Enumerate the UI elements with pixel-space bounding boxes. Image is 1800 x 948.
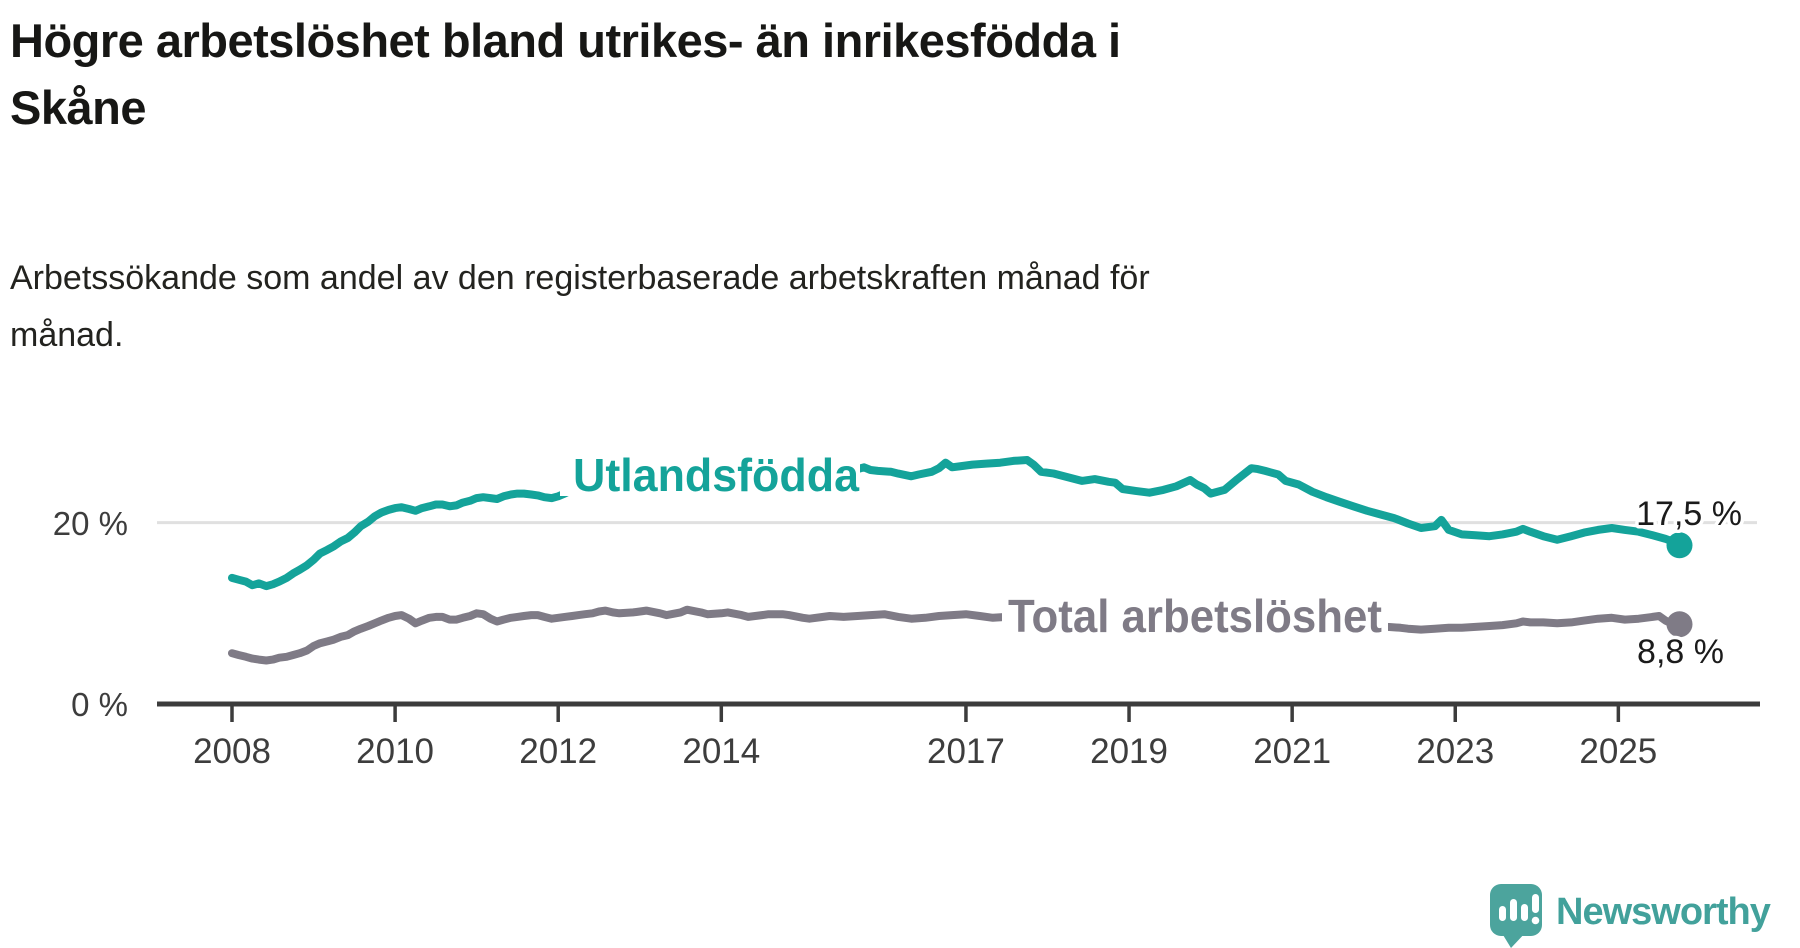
label-mask-total (1002, 590, 1388, 638)
x-axis-tick-label: 2014 (682, 732, 760, 771)
series-label-utlandsfodda: Utlandsfödda (573, 449, 859, 501)
chart-header: Högre arbetslöshet bland utrikes- än inr… (10, 0, 1570, 141)
x-axis-tick-label: 2008 (193, 732, 271, 771)
y-tick-label-20: 20 % (53, 505, 128, 542)
logo-bar-1 (1499, 906, 1506, 921)
title-line-2: Skåne (10, 80, 146, 134)
x-axis-tick-label: 2021 (1253, 732, 1331, 771)
newsworthy-wordmark: Newsworthy (1556, 891, 1771, 933)
end-dot-utlandsfodda (1666, 532, 1693, 559)
end-dot-total-arbetsloshet (1666, 611, 1693, 638)
end-value-label-total-arbetsloshet: 8,8 % (1637, 633, 1724, 671)
newsworthy-logo: Newsworthy (1490, 884, 1772, 948)
title-line-1: Högre arbetslöshet bland utrikes- än inr… (10, 14, 1121, 67)
x-axis-tick-label: 2012 (519, 732, 597, 771)
logo-bar-3 (1521, 904, 1528, 921)
logo-exclamation-dot (1531, 916, 1540, 925)
logo-bar-2 (1510, 899, 1517, 921)
series-label-total-arbetsloshet: Total arbetslöshet (1008, 590, 1382, 642)
page-title: Högre arbetslöshet bland utrikes- än inr… (10, 0, 1570, 141)
x-axis-ticks (230, 704, 1621, 722)
x-axis-tick-label: 2010 (356, 732, 434, 771)
label-mask-utlandsfodda (560, 450, 860, 496)
subtitle-line-1: Arbetssökande som andel av den registerb… (10, 259, 1150, 297)
x-axis-tick-label: 2025 (1579, 732, 1657, 771)
y-tick-label-0: 0 % (71, 686, 128, 723)
series-line-total-arbetsloshet (228, 603, 1684, 665)
subtitle-line-2: månad. (10, 316, 124, 355)
x-axis-tick-label: 2017 (927, 732, 1005, 771)
end-value-label-utlandsfodda: 17,5 % (1636, 495, 1742, 533)
chart-subtitle: Arbetssökande som andel av den registerb… (10, 250, 1510, 364)
x-axis-tick-label: 2019 (1090, 732, 1168, 771)
logo-exclamation-bar (1532, 894, 1539, 913)
x-axis-tick-label: 2023 (1416, 732, 1494, 771)
x-axis-tick-labels: 2008 2010 2012 2014 2017 2019 2021 2023 2025 (193, 732, 1657, 771)
